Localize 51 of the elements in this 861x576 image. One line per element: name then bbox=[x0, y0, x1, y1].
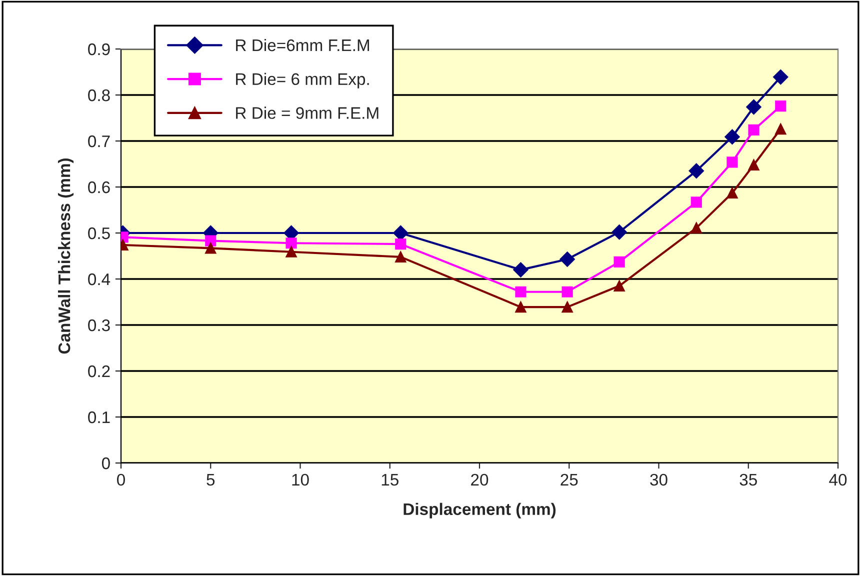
point bbox=[690, 196, 702, 208]
point bbox=[395, 238, 406, 250]
point bbox=[748, 124, 760, 136]
point bbox=[560, 252, 575, 267]
x-axis-title: Displacement (mm) bbox=[404, 502, 556, 518]
y-tick-label: 0.2 bbox=[88, 365, 110, 378]
point bbox=[286, 246, 297, 258]
point bbox=[724, 129, 740, 144]
point bbox=[205, 235, 216, 246]
y-axis-title: CanWall Thickness (mm) bbox=[58, 158, 74, 354]
y-tick-label: 0.7 bbox=[88, 135, 110, 148]
x-tick-label: 5 bbox=[206, 474, 215, 486]
point bbox=[562, 286, 573, 298]
y-tick-label: 0.9 bbox=[88, 43, 110, 56]
x-tick-label: 40 bbox=[829, 474, 847, 486]
point bbox=[562, 302, 573, 313]
point bbox=[515, 302, 526, 313]
legend-label: R Die= 6 mm Exp. bbox=[236, 72, 369, 88]
point bbox=[748, 159, 760, 170]
y-tick-label: 0.4 bbox=[88, 273, 110, 286]
point bbox=[688, 163, 704, 178]
y-tick-label: 0.6 bbox=[88, 181, 110, 194]
point bbox=[515, 286, 526, 298]
point bbox=[614, 280, 625, 292]
point bbox=[205, 242, 216, 254]
x-tick-label: 10 bbox=[292, 474, 309, 486]
point bbox=[690, 222, 702, 234]
y-tick-label: 0.1 bbox=[88, 411, 110, 424]
point bbox=[286, 238, 297, 249]
legend-label: R Die = 9mm F.E.M bbox=[236, 106, 378, 119]
point bbox=[726, 156, 738, 168]
point bbox=[746, 99, 762, 115]
point bbox=[773, 69, 788, 85]
point bbox=[775, 100, 786, 112]
x-tick-label: 20 bbox=[471, 474, 488, 486]
point bbox=[395, 251, 406, 262]
x-tick-label: 35 bbox=[740, 474, 757, 486]
legend-label: R Die=6mm F.E.M bbox=[236, 38, 369, 52]
point bbox=[775, 123, 786, 135]
x-tick-label: 30 bbox=[650, 474, 668, 486]
point bbox=[726, 187, 738, 199]
x-tick-label: 25 bbox=[560, 474, 578, 486]
point bbox=[612, 224, 627, 240]
y-tick-label: 0.8 bbox=[88, 89, 110, 102]
point bbox=[614, 256, 625, 268]
y-tick-label: 0.5 bbox=[88, 227, 110, 240]
x-tick-label: 0 bbox=[117, 474, 125, 486]
y-tick-label: 0.3 bbox=[88, 319, 110, 332]
x-tick-label: 15 bbox=[382, 474, 398, 486]
y-tick-label: 0 bbox=[102, 457, 110, 470]
point bbox=[513, 262, 528, 278]
